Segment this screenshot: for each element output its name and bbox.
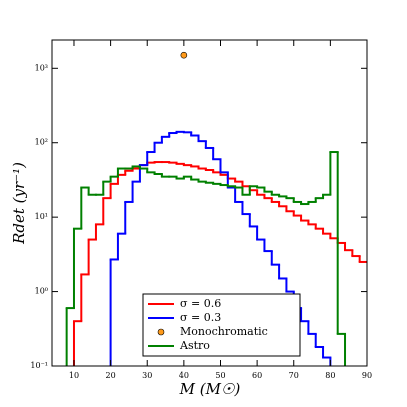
x-tick-label: 10	[69, 371, 79, 380]
point	[180, 51, 188, 59]
x-tick-label: 90	[362, 371, 372, 380]
x-tick-label: 20	[106, 371, 116, 380]
y-tick-label: 10⁻¹	[30, 361, 48, 370]
x-tick-label: 30	[142, 371, 152, 380]
x-tick-label: 60	[252, 371, 262, 380]
x-tick-label: 70	[289, 371, 299, 380]
legend-label: Monochromatic	[180, 325, 268, 338]
axes-frame	[51, 39, 368, 367]
y-tick-label: 10¹	[35, 212, 48, 221]
legend-label: σ = 0.3	[180, 311, 221, 324]
legend-marker	[157, 328, 165, 336]
x-tick-label: 40	[179, 371, 189, 380]
x-tick-label: 50	[215, 371, 225, 380]
y-tick-label: 10⁰	[35, 287, 48, 296]
legend-label: Astro	[179, 339, 210, 352]
y-axis-label: Rdet (yr⁻¹)	[10, 162, 28, 245]
y-tick-label: 10²	[35, 138, 48, 147]
legend-label: σ = 0.6	[180, 297, 221, 310]
x-axis-label: M (M☉)	[179, 380, 241, 398]
x-tick-label: 80	[325, 371, 335, 380]
plot-area	[65, 51, 367, 366]
y-tick-label: 10³	[35, 63, 48, 72]
